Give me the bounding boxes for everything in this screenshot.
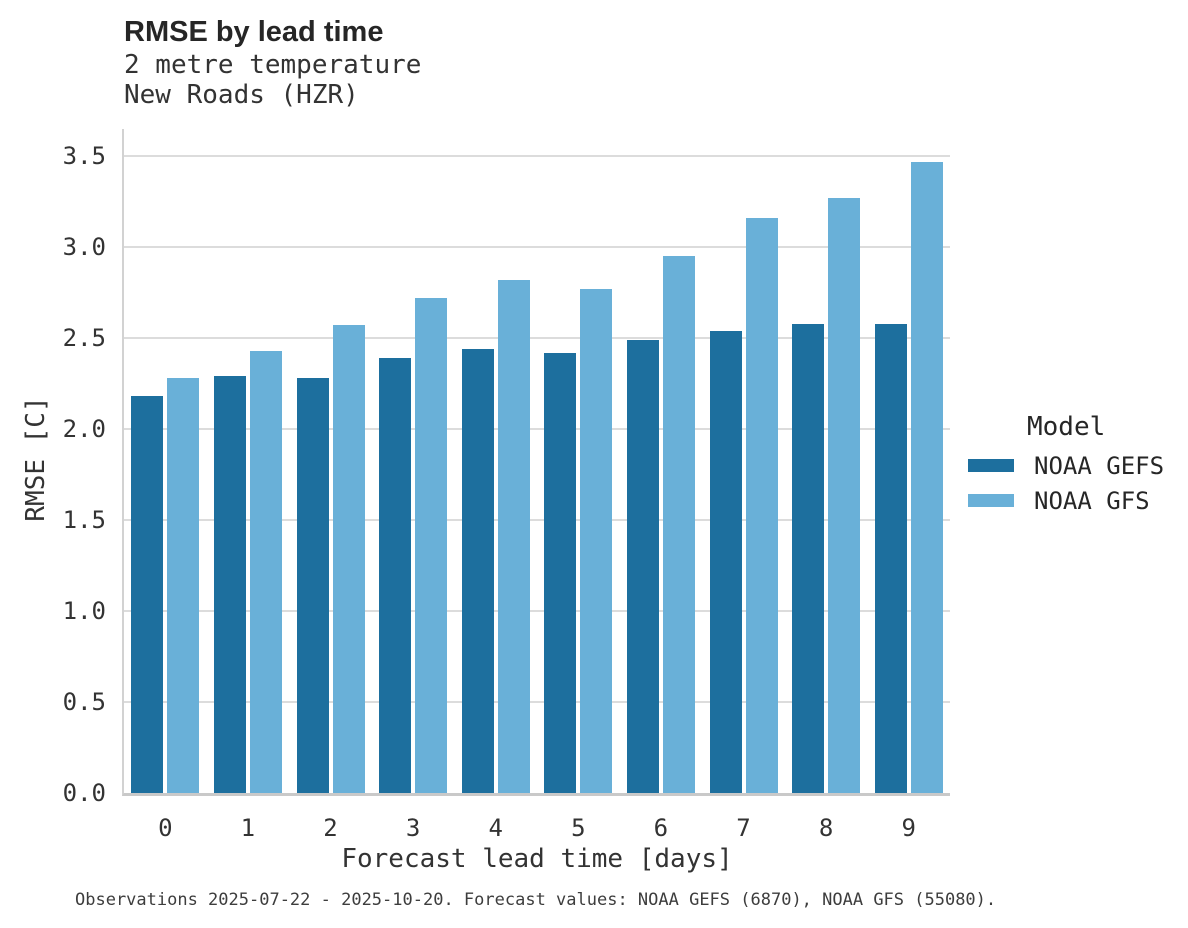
legend-swatch-icon xyxy=(968,494,1014,507)
bar-noaa-gefs-day-0 xyxy=(131,396,164,793)
legend-swatch-icon xyxy=(968,459,1014,472)
y-tick-label-2.5: 2.5 xyxy=(62,324,106,353)
bar-noaa-gefs-day-8 xyxy=(792,323,825,793)
x-tick-label-4: 4 xyxy=(488,814,503,842)
legend-entry-noaa-gefs: NOAA GEFS xyxy=(968,448,1164,483)
legend-entry-noaa-gfs: NOAA GFS xyxy=(968,483,1164,518)
gridline-1.5 xyxy=(124,519,950,522)
chart-legend: Model NOAA GEFS NOAA GFS xyxy=(968,412,1164,518)
chart-subtitle: 2 metre temperature New Roads (HZR) xyxy=(124,50,421,110)
bar-noaa-gfs-day-3 xyxy=(415,298,448,793)
bar-noaa-gefs-day-9 xyxy=(874,323,907,793)
bar-noaa-gfs-day-0 xyxy=(167,378,200,793)
bar-noaa-gfs-day-6 xyxy=(662,256,695,793)
x-tick-label-8: 8 xyxy=(818,814,834,842)
gridline-2.5 xyxy=(124,337,950,340)
y-tick-label-0.0: 0.0 xyxy=(62,779,106,807)
x-tick-label-2: 2 xyxy=(323,814,338,842)
bar-noaa-gfs-day-9 xyxy=(910,161,943,793)
bar-noaa-gfs-day-7 xyxy=(745,218,778,793)
gridline-2.0 xyxy=(124,428,950,431)
page-title: RMSE by lead time xyxy=(124,16,384,48)
footer-caption: Observations 2025-07-22 - 2025-10-20. Fo… xyxy=(75,890,997,910)
x-tick-label-1: 1 xyxy=(240,814,256,842)
bar-noaa-gfs-day-1 xyxy=(249,350,282,793)
bar-noaa-gefs-day-5 xyxy=(544,352,577,793)
y-tick-label-2.0: 2.0 xyxy=(62,415,106,444)
x-tick-label-3: 3 xyxy=(405,814,421,842)
gridline-1.0 xyxy=(124,610,950,613)
y-tick-label-3.5: 3.5 xyxy=(62,142,106,171)
legend-entries: NOAA GEFS NOAA GFS xyxy=(968,448,1164,518)
legend-label: NOAA GFS xyxy=(1034,486,1150,515)
legend-label: NOAA GEFS xyxy=(1034,451,1165,480)
subtitle-line-1: 2 metre temperature xyxy=(124,50,422,80)
gridline-3.0 xyxy=(124,246,950,249)
x-tick-label-0: 0 xyxy=(158,814,173,842)
y-tick-label-0.5: 0.5 xyxy=(62,688,106,717)
x-tick-label-6: 6 xyxy=(653,814,669,842)
gridline-0.5 xyxy=(124,701,950,704)
y-tick-label-1.5: 1.5 xyxy=(62,506,106,535)
bar-noaa-gfs-day-2 xyxy=(332,325,365,793)
bar-noaa-gefs-day-3 xyxy=(379,358,412,793)
subtitle-line-2: New Roads (HZR) xyxy=(124,80,359,110)
plot-area: Forecast lead time [days] 0.0 0.5 1.0 1.5 2.… xyxy=(63,129,950,874)
legend-title: Model xyxy=(1027,412,1106,442)
x-axis-title: Forecast lead time [days] xyxy=(341,844,733,874)
bar-noaa-gefs-day-6 xyxy=(626,340,659,793)
x-tick-label-9: 9 xyxy=(901,814,916,842)
x-tick-label-7: 7 xyxy=(736,814,751,842)
bar-noaa-gefs-day-2 xyxy=(296,378,329,793)
y-tick-label-3.0: 3.0 xyxy=(62,233,106,262)
bar-noaa-gefs-day-4 xyxy=(461,349,494,793)
bar-noaa-gfs-day-4 xyxy=(497,280,530,793)
bar-noaa-gefs-day-1 xyxy=(213,376,246,793)
gridline-3.5 xyxy=(124,155,950,158)
bar-noaa-gfs-day-8 xyxy=(828,198,861,793)
y-tick-label-1.0: 1.0 xyxy=(62,597,106,626)
bar-noaa-gfs-day-5 xyxy=(580,289,613,793)
bar-noaa-gefs-day-7 xyxy=(709,330,742,793)
x-tick-label-5: 5 xyxy=(571,814,586,842)
